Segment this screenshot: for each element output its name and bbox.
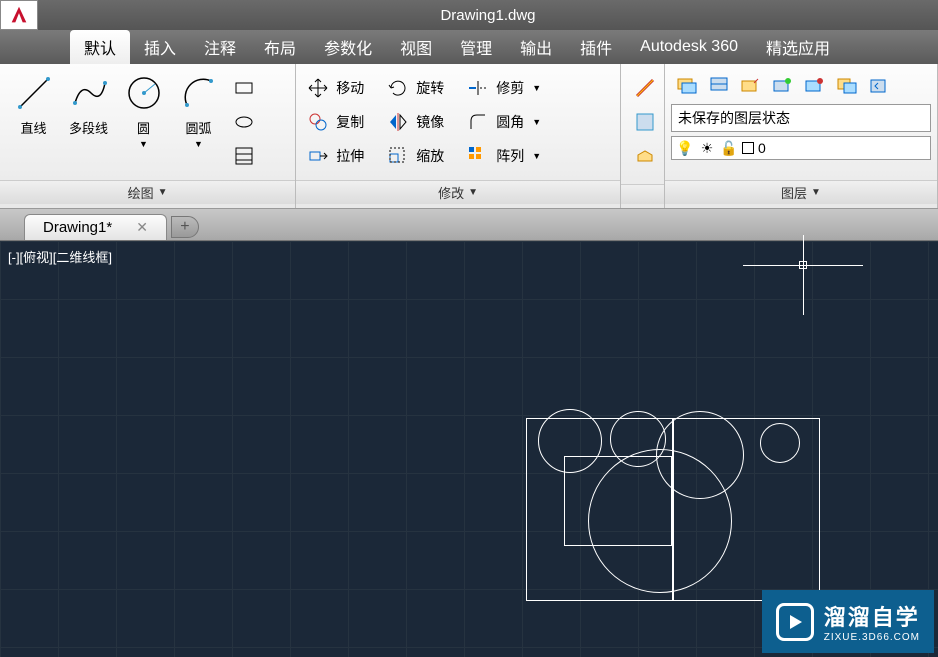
panel-title-layer[interactable]: 图层▼ [665, 180, 937, 204]
tool-hatch[interactable] [230, 142, 258, 170]
tool-base[interactable] [631, 142, 659, 170]
tool-circle[interactable]: 圆 ▼ [116, 68, 171, 153]
panel-layer: 未保存的图层状态 💡 ☀ 🔓 0 图层▼ [665, 64, 938, 208]
arc-icon [178, 72, 220, 114]
sun-icon: ☀ [698, 139, 716, 157]
mirror-icon [386, 110, 410, 134]
panel-utilities [621, 64, 665, 208]
tool-rotate[interactable]: 旋转 [382, 74, 448, 102]
chevron-down-icon: ▼ [532, 117, 541, 127]
file-tab-active[interactable]: Drawing1* ✕ [24, 214, 167, 240]
tool-ellipse[interactable] [230, 108, 258, 136]
play-icon [776, 603, 814, 641]
copy-icon [306, 110, 330, 134]
tool-fillet[interactable]: 圆角▼ [462, 108, 545, 136]
shape-circle-m3[interactable] [656, 411, 744, 499]
shape-circle-m1[interactable] [538, 409, 602, 473]
tab-output[interactable]: 输出 [506, 30, 566, 64]
drawing-canvas[interactable]: /* grid drawn via elements below */ [-][… [0, 241, 938, 657]
ribbon: 直线 多段线 圆 ▼ 圆弧 ▼ 绘图▼ [0, 64, 938, 209]
tab-default[interactable]: 默认 [70, 30, 130, 64]
array-icon [466, 144, 490, 168]
fillet-icon [466, 110, 490, 134]
tool-group[interactable] [631, 108, 659, 136]
layer-states-icon[interactable] [705, 72, 733, 100]
watermark: 溜溜自学 ZIXUE.3D66.COM [762, 590, 934, 653]
panel-title-modify[interactable]: 修改▼ [296, 180, 620, 204]
bulb-icon: 💡 [676, 139, 694, 157]
tab-featured[interactable]: 精选应用 [752, 30, 844, 64]
line-icon [13, 72, 55, 114]
tab-view[interactable]: 视图 [386, 30, 446, 64]
panel-title-draw[interactable]: 绘图▼ [0, 180, 295, 204]
chevron-down-icon: ▼ [811, 187, 821, 198]
tab-manage[interactable]: 管理 [446, 30, 506, 64]
title-bar: Drawing1.dwg [0, 0, 938, 30]
chevron-down-icon: ▼ [532, 83, 541, 93]
rotate-icon [386, 76, 410, 100]
layer-current-dropdown[interactable]: 💡 ☀ 🔓 0 [671, 136, 931, 160]
new-tab-button[interactable]: + [171, 216, 199, 238]
app-logo[interactable] [0, 0, 38, 30]
shape-circle-small[interactable] [760, 423, 800, 463]
panel-title-util [621, 184, 664, 204]
tool-line[interactable]: 直线 [6, 68, 61, 141]
move-icon [306, 76, 330, 100]
layer-state-dropdown[interactable]: 未保存的图层状态 [671, 104, 931, 132]
tab-plugins[interactable]: 插件 [566, 30, 626, 64]
tab-autodesk360[interactable]: Autodesk 360 [626, 30, 752, 64]
tab-layout[interactable]: 布局 [250, 30, 310, 64]
panel-modify: 移动 旋转 修剪▼ 复制 镜像 圆角▼ 拉伸 缩放 阵列▼ 修改▼ [296, 64, 621, 208]
ribbon-tabs: 默认 插入 注释 布局 参数化 视图 管理 输出 插件 Autodesk 360… [0, 30, 938, 64]
polyline-icon [68, 72, 110, 114]
tool-array[interactable]: 阵列▼ [462, 142, 545, 170]
tool-mirror[interactable]: 镜像 [382, 108, 448, 136]
stretch-icon [306, 144, 330, 168]
tab-annotate[interactable]: 注释 [190, 30, 250, 64]
layer-off-icon[interactable] [801, 72, 829, 100]
tool-stretch[interactable]: 拉伸 [302, 142, 368, 170]
chevron-down-icon: ▼ [158, 187, 168, 198]
color-swatch [742, 142, 754, 154]
file-tab-bar: Drawing1* ✕ + [0, 209, 938, 241]
tool-polyline[interactable]: 多段线 [61, 68, 116, 141]
tool-measure[interactable] [631, 74, 659, 102]
trim-icon [466, 76, 490, 100]
tool-move[interactable]: 移动 [302, 74, 368, 102]
tool-arc[interactable]: 圆弧 ▼ [171, 68, 226, 153]
document-title: Drawing1.dwg [38, 7, 938, 24]
layer-match-icon[interactable] [833, 72, 861, 100]
tool-rectangle[interactable] [230, 74, 258, 102]
scale-icon [386, 144, 410, 168]
chevron-down-icon: ▼ [139, 139, 148, 149]
circle-icon [123, 72, 165, 114]
chevron-down-icon: ▼ [468, 187, 478, 198]
layer-freeze-icon[interactable] [769, 72, 797, 100]
panel-draw: 直线 多段线 圆 ▼ 圆弧 ▼ 绘图▼ [0, 64, 296, 208]
viewport-label[interactable]: [-][俯视][二维线框] [8, 247, 112, 266]
tool-scale[interactable]: 缩放 [382, 142, 448, 170]
chevron-down-icon: ▼ [532, 151, 541, 161]
tool-copy[interactable]: 复制 [302, 108, 368, 136]
close-tab-icon[interactable]: ✕ [136, 219, 148, 236]
layer-iso-icon[interactable] [737, 72, 765, 100]
tab-insert[interactable]: 插入 [130, 30, 190, 64]
layer-properties-icon[interactable] [673, 72, 701, 100]
layer-prev-icon[interactable] [865, 72, 893, 100]
lock-icon: 🔓 [720, 139, 738, 157]
tool-trim[interactable]: 修剪▼ [462, 74, 545, 102]
chevron-down-icon: ▼ [194, 139, 203, 149]
tab-parametric[interactable]: 参数化 [310, 30, 386, 64]
